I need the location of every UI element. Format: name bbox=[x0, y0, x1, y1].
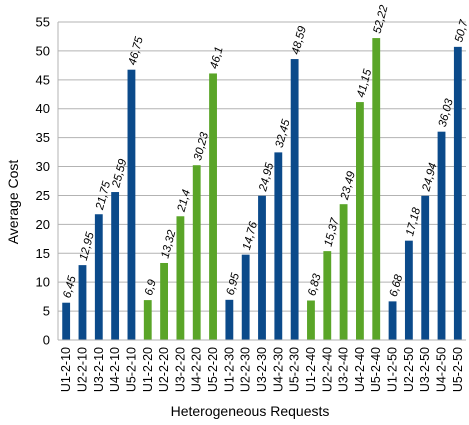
bar-U5-2-40 bbox=[372, 38, 381, 340]
x-tick-label: U2-2-20 bbox=[157, 347, 171, 392]
bar-U1-2-20 bbox=[143, 300, 152, 340]
y-tick-label: 45 bbox=[36, 72, 50, 87]
bar-U2-2-20 bbox=[160, 262, 168, 340]
bar-U1-2-50 bbox=[388, 301, 397, 340]
y-tick-label: 30 bbox=[36, 159, 50, 174]
bar-U1-2-40 bbox=[307, 300, 315, 340]
bar-U2-2-30 bbox=[241, 254, 250, 340]
bar-U2-2-40 bbox=[323, 251, 332, 340]
x-tick-labels: U1-2-10 U2-2-10 U3-2-10 U4-2-10 U5-2-10 U1-2-… bbox=[59, 347, 465, 392]
bar-U2-2-10 bbox=[78, 265, 87, 340]
data-label: 6,9 bbox=[143, 278, 159, 297]
data-label: 41,15 bbox=[355, 67, 374, 98]
y-tick-labels: 0 5 10 15 20 25 30 35 40 45 50 55 bbox=[36, 15, 50, 348]
x-tick-label: U2-2-10 bbox=[75, 347, 89, 392]
x-tick-label: U4-2-10 bbox=[108, 347, 122, 392]
y-tick-label: 25 bbox=[36, 188, 50, 203]
x-tick-label: U1-2-30 bbox=[222, 347, 236, 392]
bar-U2-2-50 bbox=[404, 240, 413, 340]
y-tick-label: 5 bbox=[43, 304, 50, 319]
bar-U1-2-30 bbox=[225, 299, 234, 340]
data-label: 6,95 bbox=[225, 271, 243, 296]
x-tick-label: U4-2-40 bbox=[353, 347, 367, 392]
x-tick-label: U5-2-20 bbox=[206, 347, 220, 392]
bar-U3-2-30 bbox=[258, 195, 266, 340]
bar-U3-2-10 bbox=[94, 214, 103, 340]
x-tick-label: U3-2-40 bbox=[337, 347, 351, 392]
y-tick-label: 15 bbox=[36, 246, 50, 261]
bars bbox=[62, 38, 462, 340]
x-tick-label: U3-2-20 bbox=[173, 347, 187, 392]
bar-U3-2-20 bbox=[176, 216, 185, 340]
x-tick-label: U3-2-10 bbox=[92, 347, 106, 392]
x-tick-label: U5-2-40 bbox=[369, 347, 383, 392]
x-tick-label: U5-2-30 bbox=[288, 347, 302, 392]
axes bbox=[57, 22, 466, 341]
data-label: 13,32 bbox=[159, 228, 178, 259]
bar-U3-2-50 bbox=[421, 195, 430, 340]
bar-U4-2-20 bbox=[192, 165, 201, 340]
bar-U5-2-20 bbox=[209, 73, 217, 340]
x-tick-label: U3-2-50 bbox=[418, 347, 432, 392]
data-label: 6,83 bbox=[306, 272, 324, 297]
bar-U1-2-10 bbox=[62, 302, 71, 340]
y-tick-label: 20 bbox=[36, 217, 50, 232]
data-label: 12,95 bbox=[78, 230, 97, 261]
data-label: 25,59 bbox=[110, 157, 129, 189]
bar-U5-2-10 bbox=[127, 69, 136, 340]
y-tick-label: 50 bbox=[36, 43, 50, 58]
data-label: 24,95 bbox=[257, 161, 276, 193]
x-tick-label: U4-2-30 bbox=[271, 347, 285, 392]
y-tick-label: 0 bbox=[43, 333, 50, 348]
bar-U4-2-30 bbox=[274, 152, 283, 340]
data-label: 17,18 bbox=[404, 206, 423, 237]
x-tick-label: U5-2-10 bbox=[124, 347, 138, 392]
y-tick-label: 40 bbox=[36, 101, 50, 116]
bar-U5-2-30 bbox=[290, 59, 299, 340]
x-tick-label: U2-2-30 bbox=[239, 347, 253, 392]
data-label: 32,45 bbox=[274, 118, 293, 149]
x-tick-label: U1-2-20 bbox=[141, 347, 155, 392]
data-label: 23,49 bbox=[339, 169, 358, 201]
data-label: 50,7 bbox=[453, 18, 469, 43]
data-label: 6,68 bbox=[388, 273, 406, 298]
y-tick-label: 55 bbox=[36, 15, 50, 30]
x-axis-title: Heterogeneous Requests bbox=[171, 403, 330, 419]
data-label: 52,22 bbox=[372, 3, 391, 34]
data-label: 30,23 bbox=[192, 131, 211, 162]
y-tick-label: 10 bbox=[36, 275, 50, 290]
x-tick-label: U5-2-50 bbox=[451, 347, 465, 392]
x-tick-label: U1-2-10 bbox=[59, 347, 73, 392]
bar-U4-2-10 bbox=[111, 192, 120, 340]
data-label: 15,37 bbox=[323, 216, 342, 247]
data-label: 6,45 bbox=[61, 274, 79, 299]
data-label: 46,1 bbox=[208, 46, 225, 71]
x-tick-label: U4-2-50 bbox=[435, 347, 449, 392]
x-tick-label: U1-2-40 bbox=[304, 347, 318, 392]
x-tick-label: U2-2-40 bbox=[320, 347, 334, 392]
data-label: 36,03 bbox=[437, 97, 456, 128]
bar-U3-2-40 bbox=[339, 204, 348, 340]
bar-U4-2-50 bbox=[437, 131, 446, 340]
x-tick-label: U1-2-50 bbox=[386, 347, 400, 392]
x-tick-label: U3-2-30 bbox=[255, 347, 269, 392]
y-axis-title: Average Cost bbox=[5, 160, 21, 245]
bar-U4-2-40 bbox=[356, 102, 364, 340]
bar-U5-2-50 bbox=[453, 46, 462, 340]
x-tick-label: U4-2-20 bbox=[190, 347, 204, 392]
x-tick-label: U2-2-50 bbox=[402, 347, 416, 392]
data-label: 21,4 bbox=[175, 188, 193, 214]
y-tick-label: 35 bbox=[36, 130, 50, 145]
